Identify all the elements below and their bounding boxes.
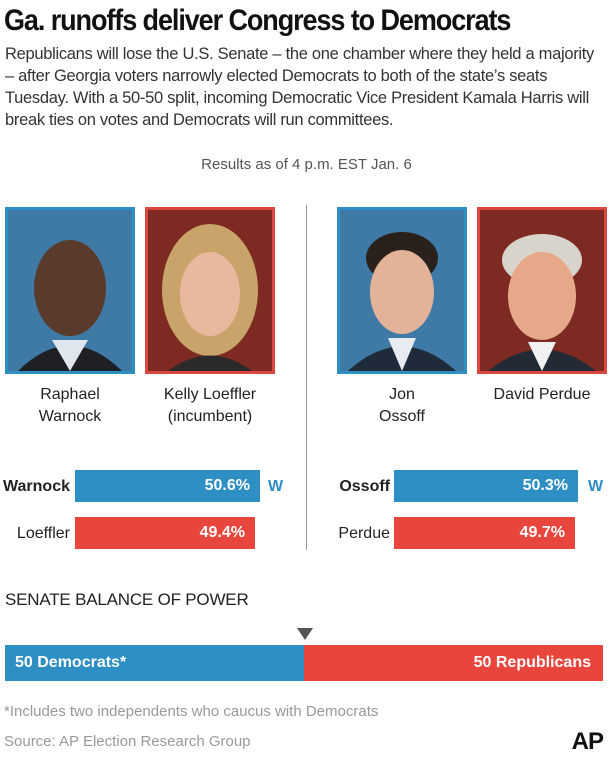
value-label-warnock: 50.6% [204, 477, 250, 494]
portrait-icon [340, 210, 464, 371]
winner-mark-ossoff: W [588, 478, 604, 495]
candidate-name-loeffler: Kelly Loeffler (incumbent) [163, 386, 257, 425]
balance-republicans-segment: 50 Republicans [304, 645, 603, 681]
majority-marker-icon [297, 628, 313, 640]
dek-text: Republicans will lose the U.S. Senate – … [5, 45, 594, 129]
candidate-photo-perdue [477, 207, 607, 374]
bar-warnock: 50.6% [75, 470, 260, 502]
value-label-ossoff: 50.3% [522, 477, 568, 494]
value-label-loeffler: 49.4% [199, 524, 245, 541]
portrait-icon [480, 210, 604, 371]
candidate-photo-loeffler [145, 207, 275, 374]
candidate-photo-warnock [5, 207, 135, 374]
candidate-photo-ossoff [337, 207, 467, 374]
portrait-icon [148, 210, 272, 371]
source: Source: AP Election Research Group [4, 733, 251, 750]
label-loeffler: Loeffler [16, 525, 70, 542]
balance-title: SENATE BALANCE OF POWER [5, 590, 249, 609]
label-warnock: Warnock [3, 478, 70, 495]
balance-democrats-segment: 50 Democrats* [5, 645, 304, 681]
results-timestamp: Results as of 4 p.m. EST Jan. 6 [201, 156, 412, 173]
winner-mark-warnock: W [268, 478, 284, 495]
candidate-name-warnock: Raphael Warnock [38, 386, 102, 425]
headline: Ga. runoffs deliver Congress to Democrat… [4, 4, 511, 37]
footnote: *Includes two independents who caucus wi… [4, 703, 379, 720]
bar-loeffler: 49.4% [75, 517, 255, 549]
race-divider [306, 205, 307, 550]
balance-republicans-label: 50 Republicans [473, 654, 591, 671]
ap-logo: AP [571, 728, 604, 755]
value-label-perdue: 49.7% [519, 524, 565, 541]
candidate-name-perdue: David Perdue [493, 386, 591, 403]
bar-perdue: 49.7% [394, 517, 575, 549]
balance-democrats-label: 50 Democrats* [15, 654, 127, 671]
label-ossoff: Ossoff [339, 478, 390, 495]
candidate-name-ossoff: Jon Ossoff [379, 386, 425, 425]
label-perdue: Perdue [338, 525, 390, 542]
portrait-icon [8, 210, 132, 371]
bar-ossoff: 50.3% [394, 470, 578, 502]
